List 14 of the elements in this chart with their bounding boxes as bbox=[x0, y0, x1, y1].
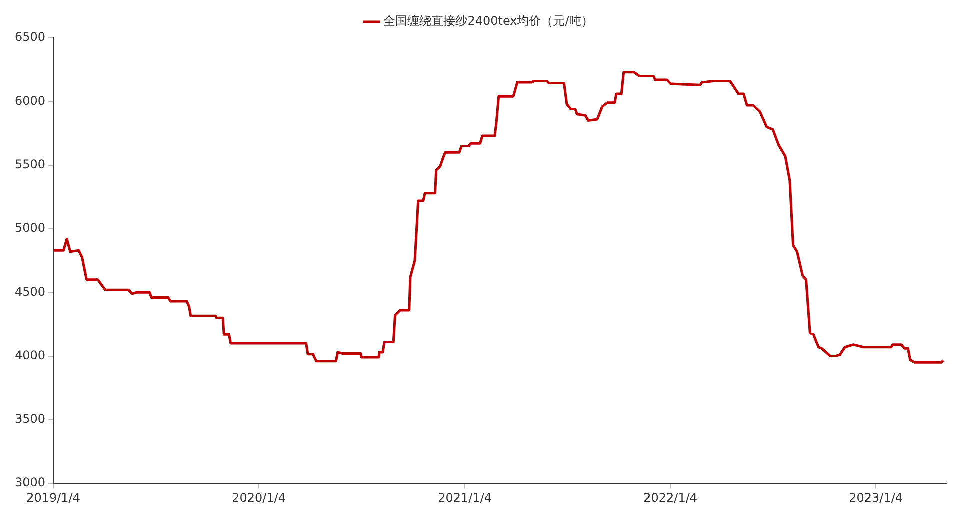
x-tick-label: 2019/1/4 bbox=[26, 490, 80, 505]
x-tick-label: 2022/1/4 bbox=[644, 490, 698, 505]
x-tick-label: 2020/1/4 bbox=[232, 490, 286, 505]
y-tick-label: 6000 bbox=[14, 94, 46, 108]
y-tick-label: 4500 bbox=[14, 284, 46, 299]
y-tick-label: 3000 bbox=[14, 476, 46, 490]
y-tick-label: 3500 bbox=[14, 412, 46, 426]
x-tick-label: 2021/1/4 bbox=[438, 490, 492, 505]
y-tick-label: 4000 bbox=[14, 348, 46, 362]
y-tick-label: 6500 bbox=[14, 30, 46, 44]
y-tick-label: 5500 bbox=[14, 157, 46, 172]
legend-label: 全国缠绕直接纱2400tex均价（元/吨） bbox=[384, 14, 594, 28]
x-tick-label: 2023/1/4 bbox=[849, 490, 904, 505]
y-tick-label: 5000 bbox=[14, 221, 46, 236]
